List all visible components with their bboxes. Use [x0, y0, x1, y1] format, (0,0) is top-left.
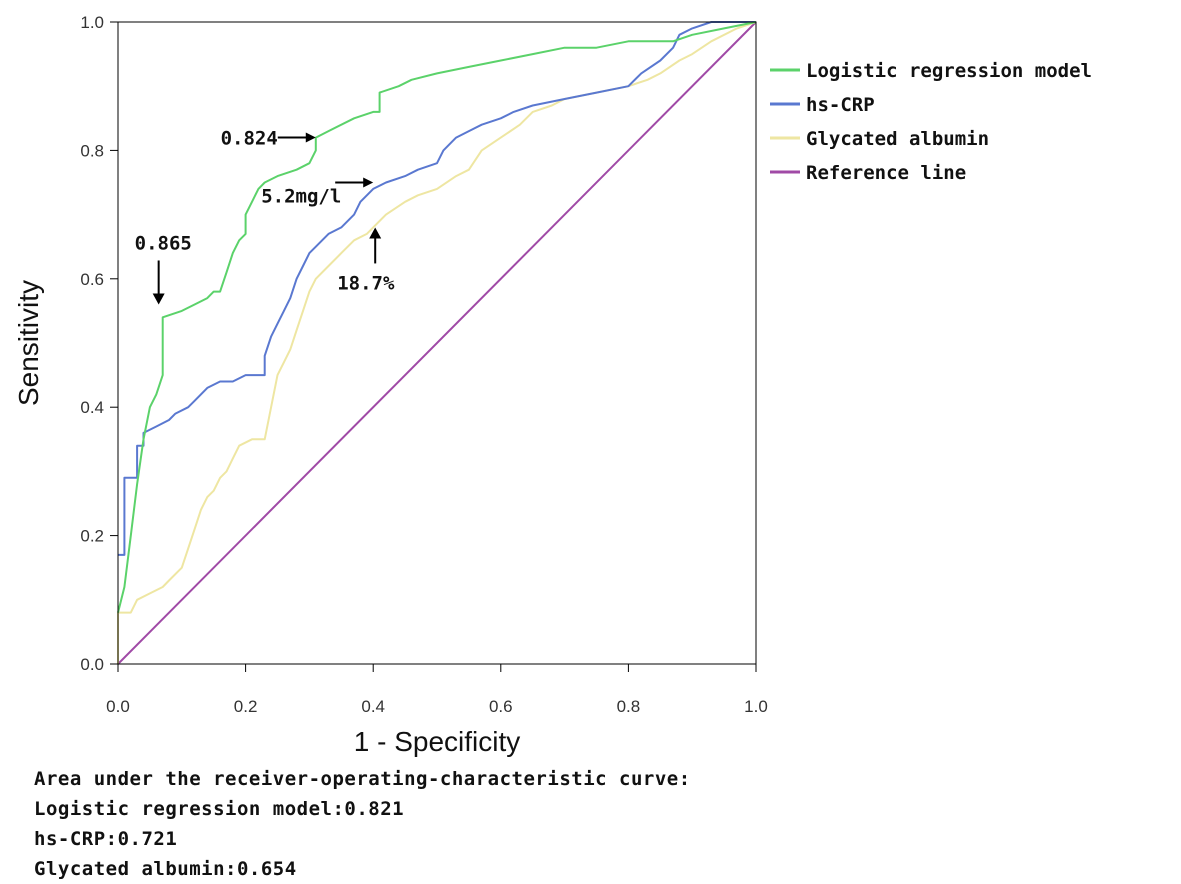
annotation-label: 5.2mg/l: [261, 186, 341, 208]
annotation-arrowhead: [152, 293, 165, 305]
axis-ticks: 0.0 0.2 0.4 0.6 0.8 1.0 0.0 0.2 0.4 0.6 0.8 1.0: [80, 13, 767, 716]
y-tick-label: 1.0: [80, 13, 104, 32]
x-tick-label: 0.6: [489, 697, 513, 716]
annotation-label: 18.7%: [337, 272, 395, 294]
legend-label: Reference line: [806, 162, 966, 184]
annotations-layer: 0.824 0.865 5.2mg/l 18.7%: [135, 128, 395, 305]
auc-heading: Area under the receiver-operating-charac…: [34, 768, 691, 790]
x-tick-label: 0.0: [106, 697, 130, 716]
y-tick-label: 0.2: [80, 527, 104, 546]
legend-label: Logistic regression model: [806, 60, 1092, 82]
legend-label: Glycated albumin: [806, 128, 989, 150]
legend: Logistic regression model hs-CRP Glycated …: [770, 60, 1092, 184]
x-tick-label: 0.2: [234, 697, 258, 716]
auc-summary: Area under the receiver-operating-charac…: [34, 764, 691, 884]
series-line-reference-line: [117, 21, 757, 665]
annotation-arrowhead: [363, 177, 374, 188]
y-tick-label: 0.6: [80, 270, 104, 289]
x-tick-label: 0.4: [361, 697, 385, 716]
series-line-logistic-regression-model: [117, 21, 757, 613]
y-tick-label: 0.8: [80, 141, 104, 160]
series-line-hs-crp: [118, 21, 756, 556]
curves-layer: [117, 21, 757, 665]
auc-line-hscrp: hs-CRP:0.721: [34, 828, 178, 850]
y-axis-title: Sensitivity: [13, 280, 44, 406]
legend-label: hs-CRP: [806, 94, 875, 116]
x-axis-title: 1 - Specificity: [354, 726, 521, 757]
annotation-arrowhead: [305, 132, 316, 143]
annotation-arrowhead: [369, 227, 382, 239]
plot-frame: [117, 21, 757, 665]
annotation-label: 0.824: [221, 128, 278, 150]
auc-line-ga: Glycated albumin:0.654: [34, 858, 297, 880]
y-tick-label: 0.4: [80, 398, 104, 417]
y-tick-label: 0.0: [80, 655, 104, 674]
x-tick-label: 1.0: [744, 697, 768, 716]
auc-line-logistic: Logistic regression model:0.821: [34, 798, 405, 820]
annotation-label: 0.865: [135, 232, 192, 254]
x-tick-label: 0.8: [617, 697, 641, 716]
